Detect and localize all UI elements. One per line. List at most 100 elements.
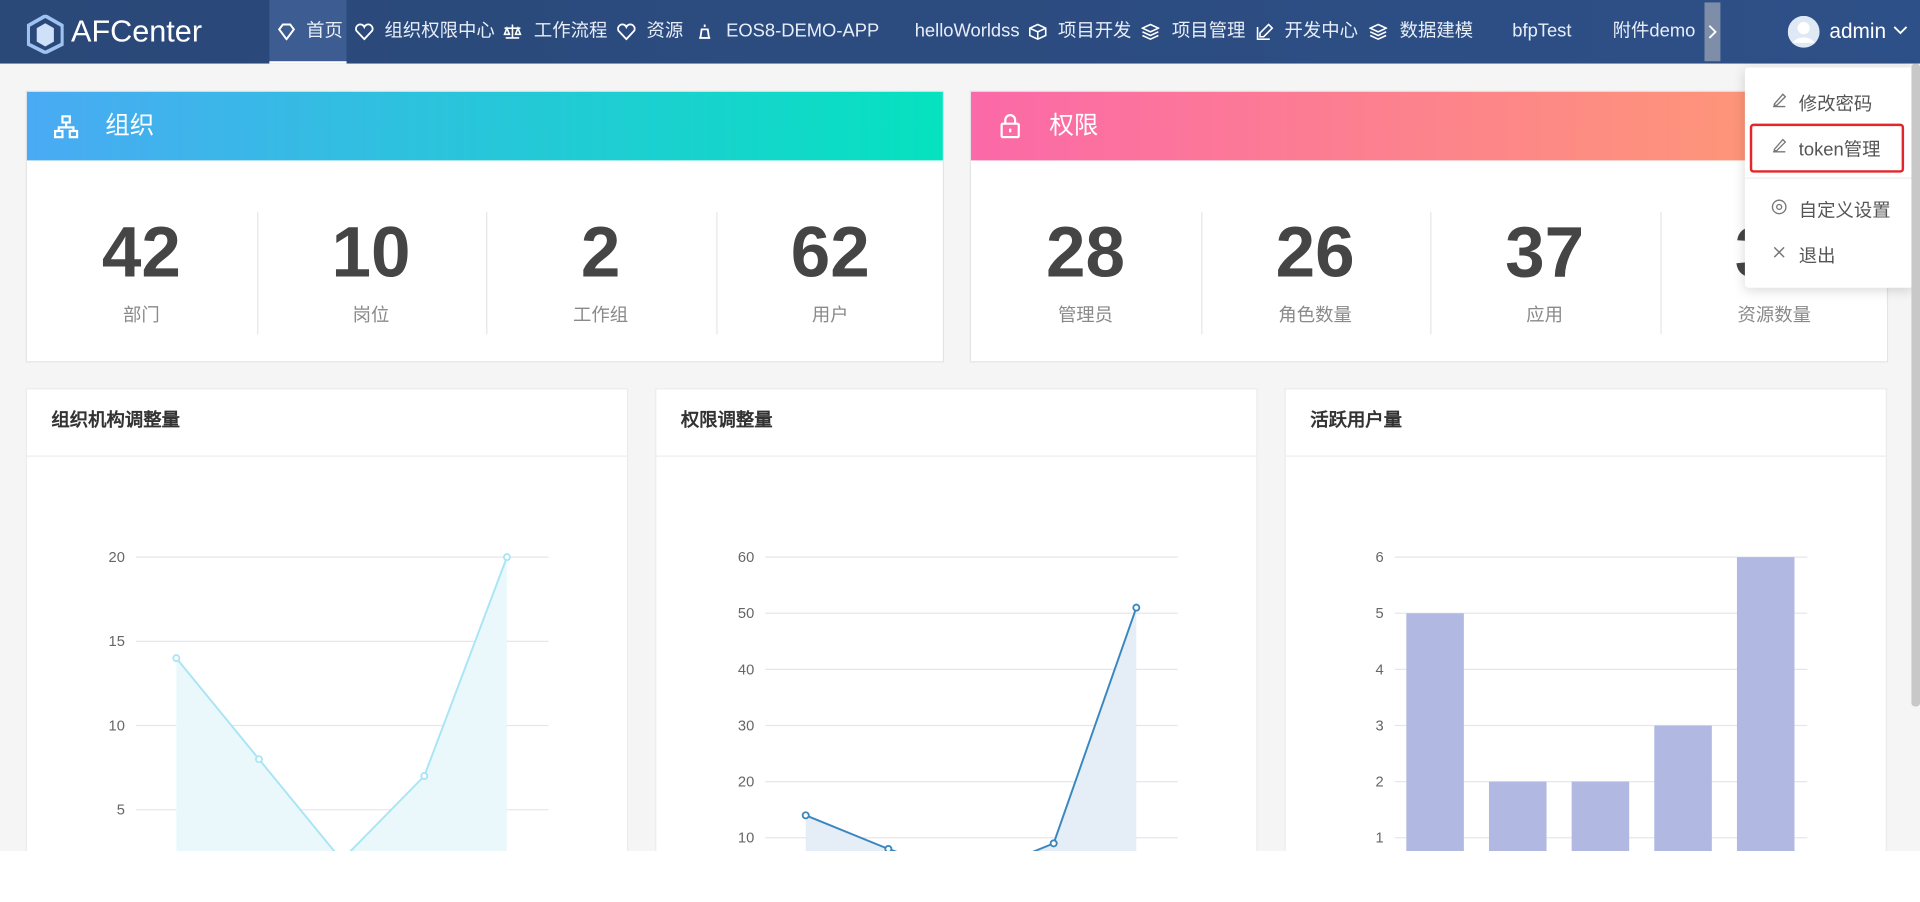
y-tick-label: 5 <box>1376 606 1384 622</box>
divider <box>1744 177 1914 179</box>
caret <box>1893 26 1908 35</box>
nav-item[interactable]: 附件demo <box>1613 0 1696 64</box>
stat-label: 工作组 <box>573 304 629 326</box>
y-tick-label: 30 <box>738 718 754 734</box>
menu-item[interactable]: 自定义设置 <box>1798 200 1891 222</box>
separator <box>1200 211 1202 335</box>
bar <box>1736 557 1795 852</box>
bar <box>1654 725 1712 852</box>
nav-label: 附件demo <box>1612 20 1696 42</box>
stat-value: 2 <box>580 213 621 293</box>
chart-panel: 组织机构调整量 5 10 15 20 <box>25 388 629 852</box>
stat-label: 角色数量 <box>1278 304 1352 326</box>
nav-label: helloWorldss <box>914 20 1020 42</box>
nav-label: 数据建模 <box>1399 20 1474 42</box>
user-name[interactable]: admin <box>1829 19 1887 43</box>
separator <box>1430 211 1432 335</box>
line <box>805 607 1138 852</box>
nav-label: 组织权限中心 <box>384 20 495 42</box>
scroll-right-button[interactable] <box>1704 2 1721 62</box>
avatar[interactable] <box>1787 15 1820 48</box>
card-title: 组织 <box>105 112 155 140</box>
stat: 2 工作组 <box>486 160 715 362</box>
chart-panel: 活跃用户量 1 2 3 4 5 6 <box>1284 388 1887 852</box>
point <box>884 845 893 852</box>
stat: 10 岗位 <box>257 160 486 362</box>
y-tick-label: 60 <box>738 550 754 566</box>
menu-item[interactable]: token管理 <box>1798 139 1881 161</box>
chart-title: 组织机构调整量 <box>26 389 627 457</box>
separator <box>715 211 717 335</box>
user-menu: 修改密码 token管理 自定义设置 退出 <box>1744 67 1914 288</box>
y-tick-label: 10 <box>738 831 754 847</box>
y-tick-label: 4 <box>1376 662 1384 678</box>
summary-card: 组织 42 部门 10 岗位 2 工作组 62 用户 <box>25 90 945 363</box>
nav-label: 项目管理 <box>1171 20 1246 42</box>
stat-label: 应用 <box>1526 304 1564 326</box>
separator <box>256 211 258 335</box>
point <box>255 755 263 764</box>
y-tick-label: 20 <box>738 775 754 791</box>
stat-value: 26 <box>1275 213 1355 293</box>
point <box>801 811 810 820</box>
highlight-box <box>1749 123 1905 173</box>
menu-item[interactable]: 退出 <box>1798 246 1836 267</box>
active-tab <box>269 0 347 64</box>
y-tick-label: 6 <box>1376 550 1384 566</box>
stat: 42 部门 <box>27 160 256 362</box>
stat: 28 管理员 <box>971 160 1200 362</box>
nav-label: 资源 <box>646 20 684 42</box>
nav-label: 开发中心 <box>1284 20 1358 42</box>
chart-title: 活跃用户量 <box>1285 389 1886 457</box>
point <box>172 654 181 663</box>
y-tick-label: 3 <box>1376 718 1384 734</box>
nav-item[interactable]: bfpTest <box>1512 0 1571 64</box>
menu-item[interactable]: 修改密码 <box>1798 94 1873 116</box>
y-tick-label: 1 <box>1376 831 1384 847</box>
card-header: 权限 <box>971 91 1887 161</box>
y-tick-label: 15 <box>109 634 125 650</box>
stat-value: 28 <box>1046 213 1126 293</box>
stat-value: 10 <box>331 213 411 293</box>
nav-label: 首页 <box>306 20 343 42</box>
chart-panel: 权限调整量 10 20 30 40 50 60 <box>655 388 1258 852</box>
nav-label: 工作流程 <box>533 20 608 42</box>
y-tick-label: 2 <box>1376 775 1384 791</box>
nav-item[interactable]: 首页 <box>274 0 347 64</box>
line <box>175 556 508 852</box>
card-title: 权限 <box>1049 112 1099 140</box>
bar <box>1571 781 1630 852</box>
stat: 62 用户 <box>716 160 945 362</box>
point <box>502 553 511 562</box>
chart-title: 权限调整量 <box>656 389 1257 457</box>
stat-label: 岗位 <box>352 304 390 326</box>
separator <box>486 211 488 335</box>
area <box>805 607 1137 852</box>
logo-text: AFCenter <box>71 14 203 49</box>
stat-value: 37 <box>1505 213 1585 293</box>
nav-label: 项目开发 <box>1057 20 1132 42</box>
chart: 10 20 30 40 50 60 <box>738 550 1178 852</box>
y-tick-label: 5 <box>117 803 125 819</box>
nav-label: EOS8-DEMO-APP <box>726 20 880 42</box>
y-tick-label: 40 <box>738 662 754 678</box>
stat-label: 部门 <box>123 304 160 326</box>
stat-label: 资源数量 <box>1737 304 1812 326</box>
y-tick-label: 20 <box>109 550 125 566</box>
stat-label: 用户 <box>811 304 849 326</box>
stat-value: 42 <box>101 213 181 293</box>
stat-label: 管理员 <box>1057 304 1114 326</box>
bar <box>1406 613 1464 852</box>
stat-value: 62 <box>790 213 870 293</box>
chart: 5 10 15 20 <box>109 550 549 852</box>
nav-item[interactable]: helloWorldss <box>915 0 1020 64</box>
summary-card: 权限 28管理员26角色数量37应用35资源数量 <box>969 90 1889 363</box>
nav-label: bfpTest <box>1512 20 1572 42</box>
point <box>1132 603 1141 612</box>
chart: 1 2 3 4 5 6 <box>1376 550 1808 852</box>
area <box>176 557 507 852</box>
point <box>1049 839 1058 848</box>
stat: 26 角色数量 <box>1201 160 1430 362</box>
